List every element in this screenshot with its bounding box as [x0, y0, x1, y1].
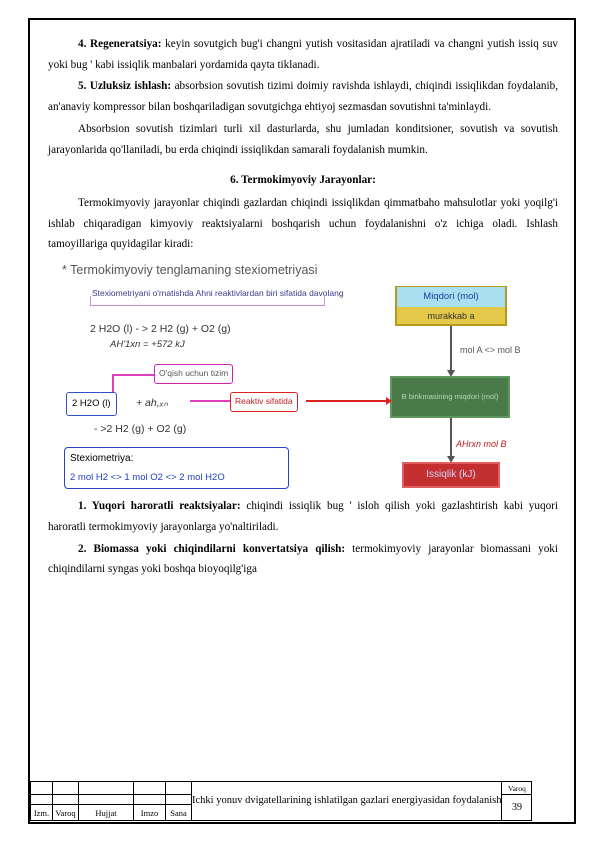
eq2-bot: - >2 H2 (g) + O2 (g) [94, 420, 186, 439]
main-content: 4. Regeneratsiya: keyin sovutgich bug'i … [48, 34, 558, 581]
para-biomassa: 2. Biomassa yoki chiqindilarni konvertat… [48, 539, 558, 580]
pink-connector-2 [190, 400, 230, 402]
oqish-box: O'qish uchun tizim [154, 364, 233, 384]
red-box: Issiqlik (kJ) [402, 462, 500, 488]
eq2-mid: + ah,ₓₙ [136, 394, 168, 413]
green-box: B birikmasining miqdori (mol) [390, 376, 510, 418]
eq1b: AH'1xn = +572 kJ [110, 336, 185, 354]
para-absorbsion: Absorbsion sovutish tizimlari turli xil … [48, 119, 558, 160]
pink-connector-1 [112, 374, 154, 376]
yellow-top: Miqdori (mol) [397, 287, 505, 307]
yellow-box: Miqdori (mol) murakkab a [395, 286, 507, 326]
footer-hujjat: Hujjat [79, 805, 134, 821]
para-uzluksiz: 5. Uzluksiz ishlash: absorbsion sovutish… [48, 76, 558, 117]
footer-izm: Izm. [31, 805, 53, 821]
diagram-block: * Termokimyoviy tenglamaning stexiometri… [48, 259, 558, 494]
footer-sana: Sana [166, 805, 192, 821]
arrow-y-to-g [450, 326, 452, 372]
diagram-title: * Termokimyoviy tenglamaning stexiometri… [62, 259, 558, 282]
footer-page-num: 39 [502, 795, 532, 821]
para-yuqori: 1. Yuqori haroratli reaktsiyalar: chiqin… [48, 496, 558, 537]
footer-varoq: Varoq [53, 805, 79, 821]
para4-text: Termokimyoviy jarayonlar chiqindi gazlar… [48, 197, 558, 250]
mol-label: mol A <> mol B [460, 342, 521, 359]
heading-6: 6. Termokimyoviy Jarayonlar: [48, 170, 558, 191]
eq2-left: 2 H2O (l) [66, 392, 117, 416]
ahrxn-label: AHrxn mol B [456, 436, 507, 453]
footer-varoq-label: Varoq [502, 782, 532, 795]
para6-bold: 2. Biomassa yoki chiqindilarni konvertat… [78, 543, 345, 555]
red-arrowhead [386, 397, 392, 405]
footer-imzo: Imzo [134, 805, 166, 821]
yellow-bot: murakkab a [425, 307, 476, 326]
red-connector [306, 400, 388, 402]
para3-text: Absorbsion sovutish tizimlari turli xil … [48, 123, 558, 156]
para-termokimyoviy: Termokimyoviy jarayonlar chiqindi gazlar… [48, 193, 558, 255]
arrow-g-to-r [450, 418, 452, 458]
stex-line: 2 mol H2 <> 1 mol O2 <> 2 mol H2O [70, 469, 283, 487]
footer-table: Ichki yonuv dvigatellarining ishlatilgan… [30, 781, 532, 821]
para1-bold: 4. Regeneratsiya: [78, 38, 162, 50]
para-regeneratsiya: 4. Regeneratsiya: keyin sovutgich bug'i … [48, 34, 558, 75]
diagram: Stexiometriyani o'rnatishda Ahni reaktiv… [62, 284, 522, 494]
para2-bold: 5. Uzluksiz ishlash: [78, 80, 171, 92]
note-underline-box [90, 296, 325, 306]
reaktiv-box: Reaktiv sifatida [230, 392, 298, 412]
para5-bold: 1. Yuqori haroratli reaktsiyalar: [78, 500, 241, 512]
stex-box: Stexiometriya: 2 mol H2 <> 1 mol O2 <> 2… [64, 447, 289, 489]
pink-connector-1v [112, 374, 114, 392]
stex-title: Stexiometriya: [70, 450, 283, 469]
footer-title: Ichki yonuv dvigatellarining ishlatilgan… [192, 782, 502, 821]
